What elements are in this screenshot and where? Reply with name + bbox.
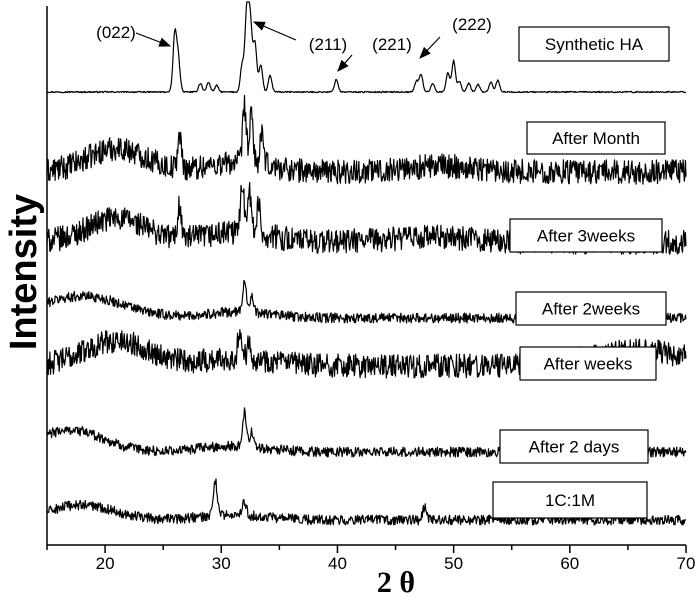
trace-layer [46, 1, 687, 526]
series-label-box [499, 429, 649, 464]
series-label: After 2weeks [515, 291, 667, 326]
x-axis-title: 2 θ [377, 566, 415, 599]
y-axis-title: Intensity [3, 194, 45, 350]
series-label-box [518, 26, 670, 62]
series-label-text: After 2 days [529, 438, 620, 457]
x-ticks: 20 30 40 50 60 70 [46, 545, 696, 573]
series-label-text: After 2weeks [542, 300, 640, 319]
series-label-text: After Month [552, 129, 640, 148]
peak-label: (221) [372, 35, 412, 54]
series-label-box [526, 121, 666, 155]
series-trace [46, 94, 687, 185]
series-label: After weeks [519, 346, 657, 381]
peak-arrow [419, 36, 441, 59]
peak-label: (222) [452, 15, 492, 34]
series-label: After 3weeks [509, 218, 663, 253]
series-trace [46, 1, 687, 94]
series-label-box [515, 291, 667, 326]
series-label: 1C:1M [492, 481, 648, 519]
peak-annotations: (022) (211) (221) (222) [96, 15, 492, 72]
series-label: After 2 days [499, 429, 649, 464]
peak-label: (022) [96, 23, 136, 42]
series-labels: Synthetic HA After Month After 3weeks After… [492, 26, 670, 519]
series-label: After Month [526, 121, 666, 155]
x-tick-label: 60 [560, 554, 579, 573]
series-label-text: After 3weeks [537, 227, 635, 246]
x-tick-label: 70 [677, 554, 696, 573]
peak-label: (211) [309, 35, 347, 54]
series-label-text: 1C:1M [545, 491, 595, 510]
series-label: Synthetic HA [518, 26, 670, 62]
x-tick-label: 30 [212, 554, 231, 573]
series-label-text: Synthetic HA [545, 35, 644, 54]
peak-arrow [252, 21, 297, 41]
peak-arrow [135, 32, 172, 47]
x-tick-label: 50 [444, 554, 463, 573]
series-label-box [509, 218, 663, 253]
peak-arrow [337, 54, 353, 72]
series-label-box [519, 346, 657, 381]
x-tick-label: 40 [328, 554, 347, 573]
series-label-text: After weeks [544, 355, 633, 374]
x-tick-label: 20 [96, 554, 115, 573]
series-label-box [492, 481, 648, 519]
